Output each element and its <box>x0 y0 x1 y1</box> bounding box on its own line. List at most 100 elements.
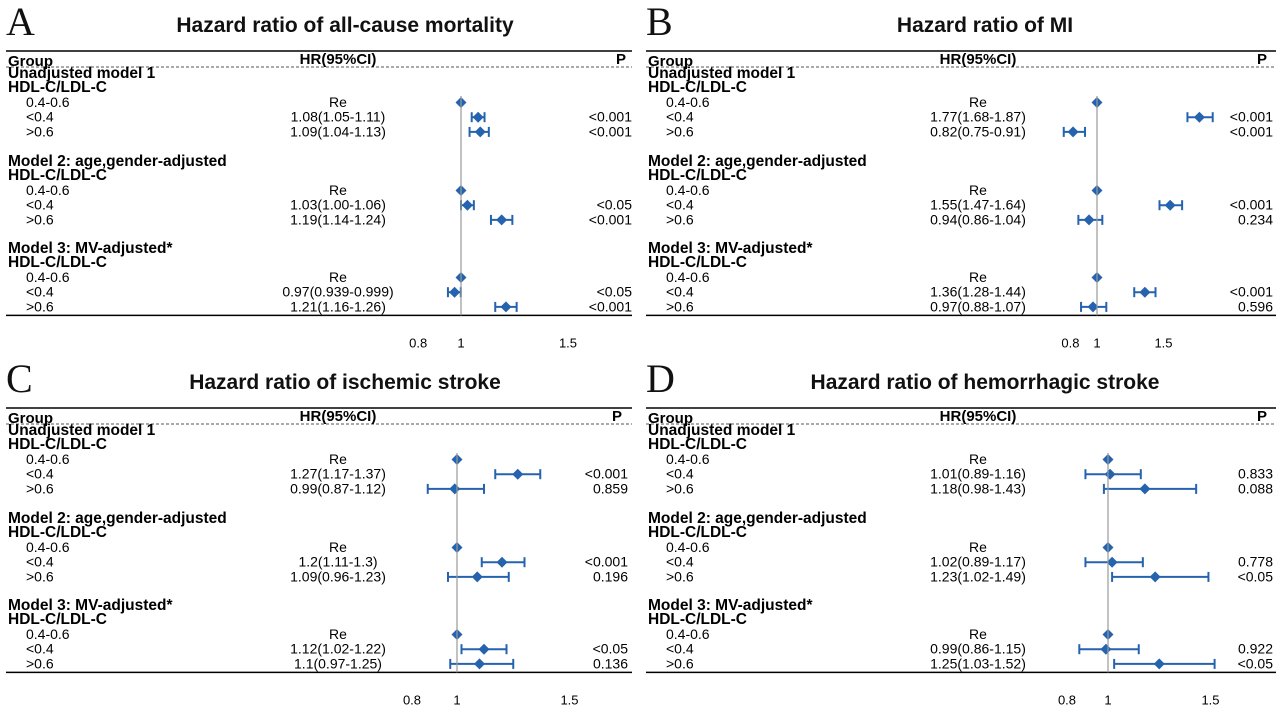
group-label: >0.6 <box>26 568 54 584</box>
hr-text: 1.23(1.02-1.49) <box>930 568 1026 584</box>
group-label: >0.6 <box>666 568 694 584</box>
hr-text: 1.02(0.89-1.17) <box>930 554 1026 570</box>
x-tick-label: 1.5 <box>559 335 577 350</box>
group-label: <0.4 <box>666 641 694 657</box>
hr-text: 1.19(1.14-1.24) <box>290 211 386 227</box>
p-value: <0.001 <box>589 109 632 125</box>
hr-text: 1.2(1.11-1.3) <box>298 554 377 570</box>
hr-point-marker <box>1139 286 1151 298</box>
x-tick-label: 1 <box>1104 692 1111 707</box>
hr-text: 1.03(1.00-1.06) <box>290 197 386 213</box>
group-label: 0.4-0.6 <box>26 626 70 642</box>
hr-point-marker <box>1100 643 1112 655</box>
hr-text: 0.99(0.87-1.12) <box>290 480 386 496</box>
p-value: 0.922 <box>1238 641 1273 657</box>
header-group: Group <box>8 53 53 70</box>
header-hr: HR(95%CI) <box>300 51 377 68</box>
model-label: Unadjusted model 1 <box>648 422 796 439</box>
hr-text: 0.94(0.86-1.04) <box>930 211 1026 227</box>
p-value: 0.136 <box>593 655 628 671</box>
variable-label: HDL-C/LDL-C <box>8 79 107 96</box>
hr-point-marker <box>478 643 490 655</box>
group-label: <0.4 <box>26 554 54 570</box>
hr-text: Re <box>969 269 987 285</box>
hr-text: 0.82(0.75-0.91) <box>930 123 1026 139</box>
variable-label: HDL-C/LDL-C <box>8 524 107 541</box>
hr-point-marker <box>1164 199 1176 211</box>
hr-text: Re <box>969 182 987 198</box>
header-hr: HR(95%CI) <box>300 408 377 425</box>
x-tick-label: 1.5 <box>1201 692 1219 707</box>
hr-text: Re <box>329 182 347 198</box>
variable-label: HDL-C/LDL-C <box>648 524 747 541</box>
hr-point-marker <box>1104 468 1116 480</box>
group-label: 0.4-0.6 <box>26 539 70 555</box>
hr-text: 1.36(1.28-1.44) <box>930 284 1026 300</box>
hr-point-marker <box>1087 301 1099 313</box>
group-label: 0.4-0.6 <box>666 182 710 198</box>
x-tick-label: 1.5 <box>1154 335 1172 350</box>
hr-point-marker <box>474 126 486 138</box>
group-label: >0.6 <box>666 298 694 314</box>
x-tick-label: 1 <box>1093 335 1100 350</box>
hr-text: 1.27(1.17-1.37) <box>290 466 386 482</box>
hr-point-marker <box>1067 126 1079 138</box>
hr-point-marker <box>472 111 484 123</box>
group-label: <0.4 <box>26 197 54 213</box>
p-value: <0.05 <box>1238 655 1274 671</box>
hr-text: Re <box>329 269 347 285</box>
panel-letter: C <box>6 356 33 401</box>
group-label: <0.4 <box>666 197 694 213</box>
hr-text: 1.77(1.68-1.87) <box>930 109 1026 125</box>
group-label: 0.4-0.6 <box>26 182 70 198</box>
model-label: Model 3: MV-adjusted* <box>648 240 813 257</box>
header-group: Group <box>648 410 693 427</box>
group-label: >0.6 <box>666 211 694 227</box>
group-label: 0.4-0.6 <box>666 94 710 110</box>
group-label: >0.6 <box>666 655 694 671</box>
variable-label: HDL-C/LDL-C <box>648 611 747 628</box>
p-value: 0.778 <box>1238 554 1273 570</box>
hr-text: 1.18(0.98-1.43) <box>930 480 1026 496</box>
x-tick-label: 0.8 <box>1058 692 1076 707</box>
p-value: <0.001 <box>1230 284 1273 300</box>
hr-text: 1.08(1.05-1.11) <box>291 109 386 125</box>
hr-point-marker <box>1149 571 1161 583</box>
p-value: 0.196 <box>593 568 628 584</box>
p-value: 0.088 <box>1238 480 1273 496</box>
p-value: <0.05 <box>597 197 633 213</box>
x-tick-label: 0.8 <box>403 692 421 707</box>
panel-letter: B <box>646 0 673 44</box>
group-label: 0.4-0.6 <box>26 94 70 110</box>
hr-text: 1.09(0.96-1.23) <box>290 568 386 584</box>
panel-d: D Hazard ratio of hemorrhagic stroke Gro… <box>640 356 1280 714</box>
hr-text: 0.97(0.939-0.999) <box>282 284 393 300</box>
group-label: 0.4-0.6 <box>26 269 70 285</box>
panel-title: Hazard ratio of all-cause mortality <box>176 14 514 37</box>
hr-point-marker <box>1106 556 1118 568</box>
model-label: Model 2: age,gender-adjusted <box>648 153 867 170</box>
panel-letter: D <box>646 356 675 401</box>
header-hr: HR(95%CI) <box>940 408 1017 425</box>
hr-text: Re <box>329 451 347 467</box>
header-group: Group <box>648 53 693 70</box>
hr-point-marker <box>471 571 483 583</box>
hr-text: Re <box>969 94 987 110</box>
x-tick-label: 0.8 <box>1061 335 1079 350</box>
p-value: <0.001 <box>585 554 628 570</box>
group-label: <0.4 <box>26 109 54 125</box>
hr-point-marker <box>449 483 461 495</box>
group-label: 0.4-0.6 <box>26 451 70 467</box>
variable-label: HDL-C/LDL-C <box>648 254 747 271</box>
p-value: <0.05 <box>593 641 629 657</box>
model-label: Unadjusted model 1 <box>8 422 156 439</box>
p-value: <0.001 <box>1230 197 1273 213</box>
group-label: 0.4-0.6 <box>666 626 710 642</box>
panel-title: Hazard ratio of hemorrhagic stroke <box>810 371 1160 394</box>
panel-c: C Hazard ratio of ischemic stroke Group H… <box>0 356 640 714</box>
group-label: <0.4 <box>26 641 54 657</box>
header-p: P <box>1257 51 1267 68</box>
hr-point-marker <box>500 301 512 313</box>
